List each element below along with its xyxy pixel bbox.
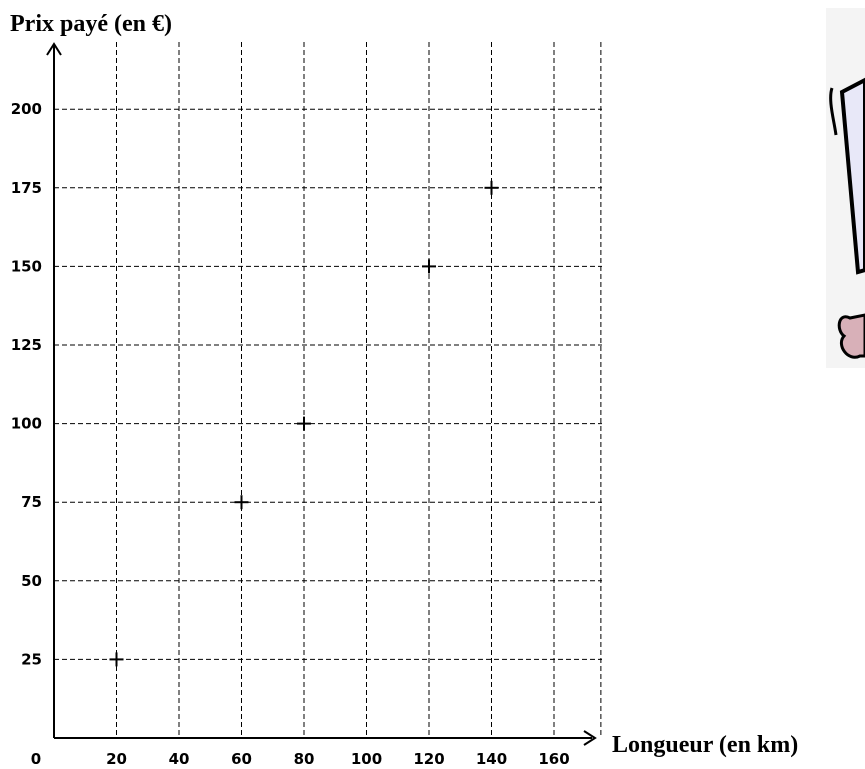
data-point bbox=[109, 652, 124, 667]
grid-lines bbox=[54, 42, 602, 738]
y-axis-arrow bbox=[46, 42, 62, 56]
y-tick-label: 50 bbox=[21, 572, 42, 590]
illustration-cloud bbox=[837, 313, 865, 359]
y-tick-label: 100 bbox=[11, 415, 42, 433]
x-tick-label: 60 bbox=[231, 750, 252, 768]
data-point bbox=[297, 416, 311, 431]
x-tick-label: 100 bbox=[351, 750, 382, 768]
x-tick-label: 20 bbox=[106, 750, 127, 768]
illustration-window-shape bbox=[839, 77, 865, 275]
x-tick-label: 140 bbox=[476, 750, 507, 768]
x-tick-label: 40 bbox=[169, 750, 190, 768]
y-tick-label: 75 bbox=[21, 493, 42, 511]
data-point bbox=[234, 495, 249, 510]
data-point bbox=[484, 180, 499, 195]
y-tick-label: 200 bbox=[11, 100, 42, 118]
data-point bbox=[422, 259, 436, 274]
x-axis-arrow bbox=[583, 730, 597, 746]
y-tick-label: 150 bbox=[11, 257, 42, 275]
y-tick-labels: 25 50 75 100 125 150 175 200 bbox=[11, 100, 42, 668]
x-tick-labels: 20 40 60 80 100 120 140 160 bbox=[106, 750, 570, 768]
origin-label: 0 bbox=[31, 750, 41, 768]
data-points bbox=[109, 180, 499, 667]
y-tick-label: 175 bbox=[11, 179, 42, 197]
x-tick-label: 80 bbox=[294, 750, 315, 768]
y-tick-label: 25 bbox=[21, 650, 42, 668]
x-tick-label: 160 bbox=[538, 750, 569, 768]
y-axis-title: Prix payé (en €) bbox=[10, 11, 172, 37]
x-tick-label: 120 bbox=[413, 750, 444, 768]
axes bbox=[46, 42, 597, 746]
illustration-stroke bbox=[829, 87, 838, 136]
x-axis-title: Longueur (en km) bbox=[612, 732, 798, 758]
cartoon-illustration bbox=[826, 8, 865, 368]
y-tick-label: 125 bbox=[11, 336, 42, 354]
